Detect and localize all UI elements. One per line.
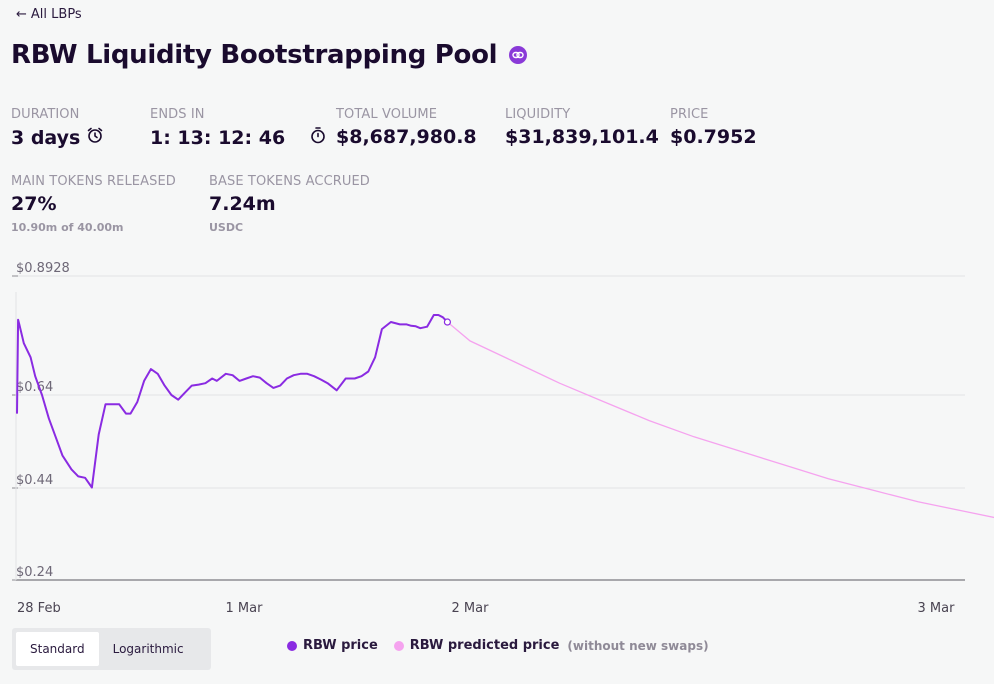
chart-legend: RBW price RBW predicted price (without n…	[287, 638, 709, 653]
page-title: RBW Liquidity Bootstrapping Pool	[11, 40, 498, 70]
price-label: PRICE	[670, 107, 709, 122]
base-tokens-accrued-value: 7.24m	[209, 193, 276, 215]
base-tokens-accrued-sub: USDC	[209, 221, 244, 234]
base-tokens-accrued-stat: BASE TOKENS ACCRUED 7.24m USDC	[209, 174, 370, 234]
total-volume-value: $8,687,980.8	[336, 126, 477, 148]
liquidity-stat: LIQUIDITY $31,839,101.4	[505, 107, 659, 148]
logarithmic-scale-button[interactable]: Logarithmic	[112, 642, 184, 656]
main-tokens-released-label: MAIN TOKENS RELEASED	[11, 174, 176, 189]
y-tick-label: $0.8928	[16, 261, 70, 276]
x-tick-label: 2 Mar	[452, 601, 490, 616]
x-tick-label: 3 Mar	[918, 601, 956, 616]
legend-label-predicted: RBW predicted price	[409, 638, 560, 653]
duration-label: DURATION	[11, 107, 80, 122]
price-chart[interactable]: $0.8928 $0.64 $0.44 $0.24 28 Feb 1 Mar 2 Mar 3 …	[0, 252, 994, 622]
x-tick-label: 28 Feb	[17, 601, 61, 616]
arrow-left-icon: ←	[16, 7, 27, 22]
duration-stat: DURATION 3 days	[11, 107, 104, 149]
ends-in-label: ENDS IN	[150, 107, 205, 122]
price-value: $0.7952	[670, 126, 757, 148]
total-volume-stat: TOTAL VOLUME $8,687,980.8	[336, 107, 477, 148]
legend-note: (without new swaps)	[567, 638, 709, 653]
base-tokens-accrued-label: BASE TOKENS ACCRUED	[209, 174, 370, 189]
y-tick-label: $0.24	[16, 565, 53, 580]
y-tick-label: $0.44	[16, 473, 53, 488]
back-link-label: All LBPs	[30, 7, 82, 22]
legend-dot-actual	[287, 640, 297, 651]
main-tokens-released-sub: 10.90m of 40.00m	[11, 221, 124, 234]
price-stat: PRICE $0.7952	[670, 107, 757, 148]
title-row: RBW Liquidity Bootstrapping Pool	[11, 40, 528, 70]
duration-value: 3 days	[11, 126, 81, 149]
current-price-point	[443, 318, 451, 326]
liquidity-value: $31,839,101.4	[505, 126, 659, 148]
link-chain-icon[interactable]	[509, 46, 528, 64]
main-tokens-released-stat: MAIN TOKENS RELEASED 27% 10.90m of 40.00…	[11, 174, 176, 234]
ends-in-stat: ENDS IN 1: 13: 12: 46	[150, 107, 327, 149]
price-chart-svg: $0.8928 $0.64 $0.44 $0.24 28 Feb 1 Mar 2 Mar 3 …	[12, 261, 994, 616]
series-line-actual	[16, 314, 449, 489]
total-volume-label: TOTAL VOLUME	[336, 107, 438, 122]
legend-item-predicted: RBW predicted price (without new swaps)	[393, 638, 709, 653]
alarm-clock-icon	[86, 126, 104, 149]
legend-label-actual: RBW price	[303, 638, 378, 653]
standard-scale-button[interactable]: Standard	[16, 632, 99, 666]
scale-toggle: Standard Logarithmic	[12, 628, 211, 670]
ends-in-value: 1: 13: 12: 46	[150, 126, 286, 149]
legend-dot-predicted	[393, 640, 404, 651]
legend-item-actual: RBW price	[287, 638, 378, 653]
x-tick-label: 1 Mar	[226, 601, 264, 616]
series-line-predicted	[446, 321, 994, 519]
main-tokens-released-value: 27%	[11, 193, 57, 215]
stopwatch-icon	[309, 126, 327, 149]
liquidity-label: LIQUIDITY	[505, 107, 571, 122]
back-to-all-lbps-link[interactable]: ← All LBPs	[16, 7, 82, 22]
y-tick-label: $0.64	[16, 380, 53, 395]
